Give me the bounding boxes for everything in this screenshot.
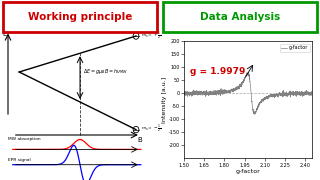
Text: $m_s=+\frac{1}{2}$: $m_s=+\frac{1}{2}$ xyxy=(141,30,162,42)
Text: g = 1.9979: g = 1.9979 xyxy=(190,67,246,76)
Legend: g-factor: g-factor xyxy=(280,44,309,52)
Line: g-factor: g-factor xyxy=(184,72,312,114)
g-factor xyxy=(310,93,314,96)
Text: EPR signal: EPR signal xyxy=(8,158,31,162)
X-axis label: g-factor: g-factor xyxy=(236,169,260,174)
Text: B: B xyxy=(138,137,142,143)
g-factor xyxy=(241,80,245,82)
g-factor xyxy=(255,109,259,111)
Text: E: E xyxy=(3,31,7,37)
g-factor xyxy=(192,92,196,94)
g-factor xyxy=(239,83,243,85)
Text: MW absorption: MW absorption xyxy=(8,137,41,141)
g-factor xyxy=(182,91,186,94)
Text: $\Delta E = g\mu_B B = h\nu_{MW}$: $\Delta E = g\mu_B B = h\nu_{MW}$ xyxy=(83,68,128,76)
Y-axis label: Intensity [a.u.]: Intensity [a.u.] xyxy=(162,77,167,123)
Text: Data Analysis: Data Analysis xyxy=(200,12,280,22)
Text: $m_s=-\frac{1}{2}$: $m_s=-\frac{1}{2}$ xyxy=(141,124,162,135)
FancyBboxPatch shape xyxy=(3,2,157,32)
g-factor xyxy=(246,71,250,73)
FancyBboxPatch shape xyxy=(163,2,317,32)
Text: Working principle: Working principle xyxy=(28,12,132,22)
g-factor xyxy=(197,90,201,93)
g-factor xyxy=(253,113,257,115)
g-factor xyxy=(236,86,240,88)
